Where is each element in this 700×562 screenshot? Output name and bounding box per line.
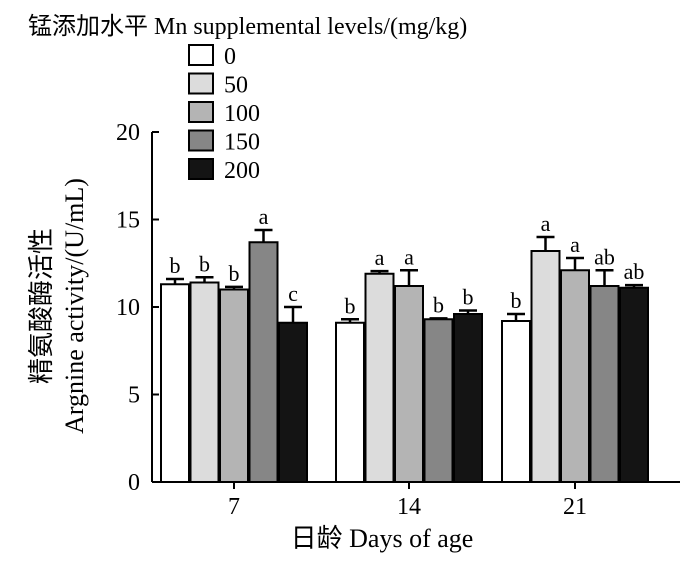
legend-title: 锰添加水平 Mn supplemental levels/(mg/kg) [28, 13, 467, 40]
y-tick-label: 20 [116, 120, 140, 146]
significance-label: b [229, 261, 240, 286]
y-tick-label: 5 [128, 383, 140, 409]
legend-label: 100 [224, 101, 260, 127]
significance-label: a [404, 244, 414, 269]
y-axis-title-en: Argnine activity/(U/mL) [60, 178, 89, 434]
x-tick-label: 7 [228, 494, 240, 520]
legend-swatch [188, 158, 214, 180]
y-axis-title-cn: 精氨酸酶活性 [27, 228, 56, 384]
bar [619, 286, 649, 483]
bar [530, 250, 561, 483]
x-tick-label: 14 [397, 494, 421, 520]
legend-swatch [188, 129, 214, 152]
legend-label: 200 [224, 158, 260, 184]
significance-label: b [511, 288, 522, 313]
significance-label: b [463, 285, 474, 310]
bar [560, 269, 590, 483]
significance-label: a [259, 204, 269, 229]
bar [189, 281, 220, 483]
y-tick-label: 10 [116, 295, 140, 321]
significance-label: a [541, 211, 551, 236]
bar [278, 321, 308, 483]
significance-label: b [199, 251, 210, 276]
y-tick-label: 15 [116, 208, 140, 234]
bar [589, 285, 620, 483]
y-tick-label: 0 [128, 470, 140, 496]
legend-swatch [188, 72, 214, 95]
significance-label: c [288, 281, 298, 306]
legend-swatch [188, 44, 214, 66]
significance-label: a [375, 245, 385, 270]
significance-label: ab [624, 259, 645, 284]
bar [219, 288, 249, 483]
legend-swatch [188, 101, 214, 123]
legend-label: 50 [224, 73, 248, 99]
bar [364, 272, 395, 483]
legend-label: 150 [224, 130, 260, 156]
bar [423, 318, 454, 483]
significance-label: b [433, 292, 444, 317]
bar [160, 283, 190, 483]
x-tick-label: 21 [563, 494, 587, 520]
significance-label: b [345, 293, 356, 318]
significance-label: a [570, 232, 580, 257]
bar [453, 313, 483, 483]
significance-label: b [170, 253, 181, 278]
bar [248, 241, 279, 483]
bar [394, 285, 424, 483]
y-axis-title: 精氨酸酶活性 Argnine activity/(U/mL) [27, 178, 89, 434]
bar [501, 320, 531, 483]
bar [335, 321, 365, 483]
x-axis-title: 日龄 Days of age [291, 524, 474, 553]
legend-label: 0 [224, 44, 236, 70]
significance-label: ab [594, 244, 615, 269]
